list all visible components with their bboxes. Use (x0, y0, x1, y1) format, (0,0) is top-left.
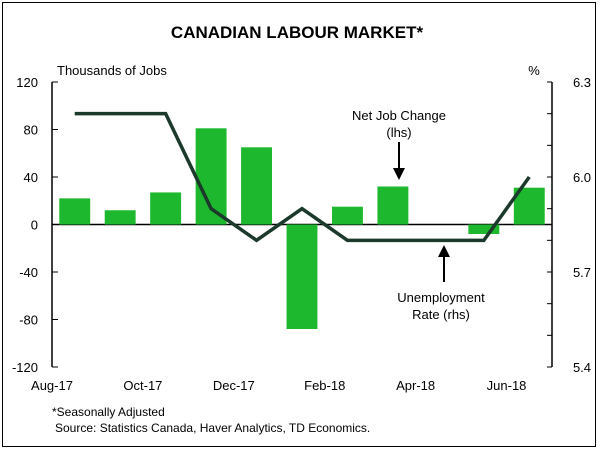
left-tick-label: 40 (24, 170, 38, 185)
left-tick-label: 120 (16, 75, 38, 90)
bar-Feb-18 (332, 206, 363, 225)
x-tick-label: Apr-18 (396, 378, 435, 393)
x-tick-label: Aug-17 (31, 378, 73, 393)
tick-labels: 120 80 40 0 -40 -80 -120 6.3 6.0 5.7 5.4 Aug-17 Oct-… (12, 75, 591, 393)
bar-Mar-18 (377, 186, 409, 225)
annotation-job-change-arrowhead (393, 168, 405, 180)
bar-May-18 (468, 224, 500, 234)
left-tick-label: -80 (19, 313, 38, 328)
right-axis-label: % (528, 63, 540, 78)
right-tick-label: 6.0 (573, 170, 591, 185)
annotation-unemployment-line2: Rate (rhs) (412, 307, 470, 322)
x-tick-label: Oct-17 (123, 378, 162, 393)
x-tick-label: Jun-18 (487, 378, 527, 393)
bar-Aug-17 (59, 198, 91, 225)
chart-frame (2, 2, 596, 447)
right-tick-label: 5.4 (573, 360, 591, 375)
x-tick-label: Dec-17 (213, 378, 255, 393)
right-tick-label: 6.3 (573, 75, 591, 90)
bar-Jan-18 (286, 224, 318, 329)
annotation-unemployment-arrowhead (438, 245, 450, 257)
annotation-job-change-line1: Net Job Change (352, 108, 446, 123)
footnote-seasonal: *Seasonally Adjusted (52, 405, 165, 419)
left-tick-label: 0 (31, 218, 38, 233)
annotation-unemployment: Unemployment Rate (rhs) (397, 245, 485, 322)
x-tick-label: Feb-18 (304, 378, 345, 393)
footnote-source: Source: Statistics Canada, Haver Analyti… (55, 421, 370, 435)
annotation-unemployment-line1: Unemployment (397, 290, 485, 305)
chart-title: CANADIAN LABOUR MARKET* (171, 23, 424, 42)
left-tick-label: -120 (12, 360, 38, 375)
line-series (74, 111, 531, 243)
annotation-job-change-line2: (lhs) (386, 125, 411, 140)
right-tick-label: 5.7 (573, 265, 591, 280)
bar-Sep-17 (104, 210, 136, 225)
bar-Dec-17 (241, 147, 272, 225)
left-axis-label: Thousands of Jobs (57, 63, 167, 78)
left-tick-label: 80 (24, 123, 38, 138)
annotation-job-change: Net Job Change (lhs) (352, 108, 446, 180)
bar-Oct-17 (150, 192, 182, 225)
bar-series (59, 128, 545, 329)
left-tick-label: -40 (19, 265, 38, 280)
unemployment-rate-line (74, 111, 531, 243)
